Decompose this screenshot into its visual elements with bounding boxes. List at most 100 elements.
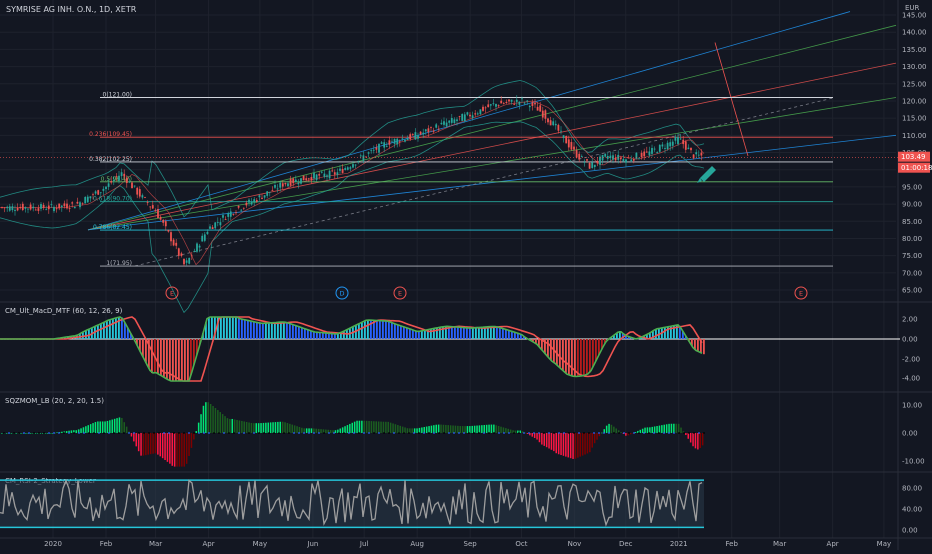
sqzmom-bar xyxy=(598,433,601,437)
candle-body xyxy=(549,120,552,126)
candle-body xyxy=(258,195,261,198)
macd-histogram-bar xyxy=(310,330,312,339)
sqzmom-bar xyxy=(217,410,219,433)
squeeze-dot xyxy=(273,432,275,434)
sqzmom-bar xyxy=(440,424,442,433)
candle-body xyxy=(645,151,648,153)
sqzmom-bar xyxy=(617,430,620,433)
macd-histogram-bar xyxy=(391,322,393,339)
squeeze-dot xyxy=(8,432,10,434)
squeeze-dot xyxy=(53,432,55,434)
candle-body xyxy=(541,110,544,118)
rocket-icon xyxy=(697,166,716,183)
candle-body xyxy=(562,135,565,139)
squeeze-dot xyxy=(703,432,705,434)
candle-body xyxy=(24,207,27,209)
squeeze-dot xyxy=(528,432,530,434)
macd-histogram-bar xyxy=(427,329,429,339)
macd-histogram-bar xyxy=(664,327,666,339)
candle-body xyxy=(333,172,336,175)
squeeze-dot xyxy=(678,432,680,434)
candle-body xyxy=(396,138,399,145)
sqzmom-bar xyxy=(181,433,183,467)
candle-body xyxy=(409,134,412,140)
macd-histogram-bar xyxy=(277,322,279,339)
sqzmom-bar xyxy=(229,418,231,433)
squeeze-dot xyxy=(103,432,105,434)
sqzmom-bar xyxy=(601,432,603,434)
sqzmom-bar xyxy=(625,433,627,436)
macd-histogram-bar xyxy=(367,320,369,339)
candle-body xyxy=(157,209,159,219)
macd-histogram-bar xyxy=(559,339,561,368)
macd-histogram-bar xyxy=(613,335,615,339)
candle-body xyxy=(1,207,3,208)
candle-body xyxy=(357,160,360,162)
candle-body xyxy=(383,142,386,148)
candle-body xyxy=(323,173,326,177)
sqzmom-bar xyxy=(15,433,17,434)
macd-histogram-bar xyxy=(118,317,120,339)
candle-body xyxy=(19,207,22,209)
candle-body xyxy=(112,179,115,181)
macd-histogram-bar xyxy=(472,327,474,339)
sqzmom-bar xyxy=(553,433,555,452)
candle-body xyxy=(294,179,297,182)
squeeze-dot xyxy=(583,432,585,434)
squeeze-dot xyxy=(83,432,85,434)
time-tick-label: May xyxy=(877,540,891,548)
sqzmom-bar xyxy=(65,431,68,433)
squeeze-dot xyxy=(293,432,295,434)
sqzmom-bar xyxy=(130,433,133,437)
macd-histogram-bar xyxy=(307,329,309,339)
event-marker-label: E xyxy=(398,290,402,298)
squeeze-dot xyxy=(163,432,165,434)
macd-histogram-bar xyxy=(502,328,504,339)
squeeze-dot xyxy=(153,432,155,434)
squeeze-dot xyxy=(318,432,320,434)
sqzmom-bar xyxy=(365,420,368,433)
squeeze-dot xyxy=(338,432,340,434)
candle-body xyxy=(489,104,492,106)
candle-body xyxy=(596,160,599,164)
sqzmom-bar xyxy=(1,433,3,434)
sqzmom-bar xyxy=(543,433,545,446)
candle-body xyxy=(352,164,354,168)
squeeze-dot xyxy=(68,432,70,434)
sqzmom-bar xyxy=(377,421,380,433)
sqzmom-bar xyxy=(584,433,586,455)
squeeze-dot xyxy=(413,432,415,434)
macd-histogram-bar xyxy=(622,333,624,339)
squeeze-dot xyxy=(128,432,130,434)
candle-body xyxy=(32,206,35,209)
sqzmom-bar xyxy=(687,433,689,439)
macd-histogram-bar xyxy=(595,339,597,361)
macd-histogram-bar xyxy=(313,331,315,339)
sqzmom-bar xyxy=(428,426,430,433)
sqzmom-bar xyxy=(596,433,598,440)
sqzmom-bar xyxy=(394,424,397,433)
macd-histogram-bar xyxy=(211,317,213,339)
macd-histogram-bar xyxy=(229,317,231,339)
macd-histogram-bar xyxy=(454,326,456,339)
candle-body xyxy=(573,146,575,150)
candle-body xyxy=(427,128,430,133)
macd-histogram-bar xyxy=(247,320,249,339)
sqzmom-bar xyxy=(245,421,248,433)
sqzmom-bar xyxy=(560,433,562,456)
squeeze-dot xyxy=(348,432,350,434)
sqzmom-bar xyxy=(337,429,339,433)
macd-histogram-bar xyxy=(649,332,651,339)
candle-body xyxy=(118,175,120,181)
candle-body xyxy=(297,182,300,185)
event-marker-circle xyxy=(794,286,808,300)
sqzmom-bar xyxy=(661,425,663,433)
sqzmom-bar xyxy=(262,422,265,433)
candle-body xyxy=(11,206,14,211)
candle-body xyxy=(216,222,219,223)
macd-histogram-bar xyxy=(469,328,471,339)
macd-histogram-bar xyxy=(646,334,648,339)
candle-body xyxy=(578,153,581,160)
squeeze-dot xyxy=(573,432,575,434)
macd-histogram-bar xyxy=(625,335,627,339)
